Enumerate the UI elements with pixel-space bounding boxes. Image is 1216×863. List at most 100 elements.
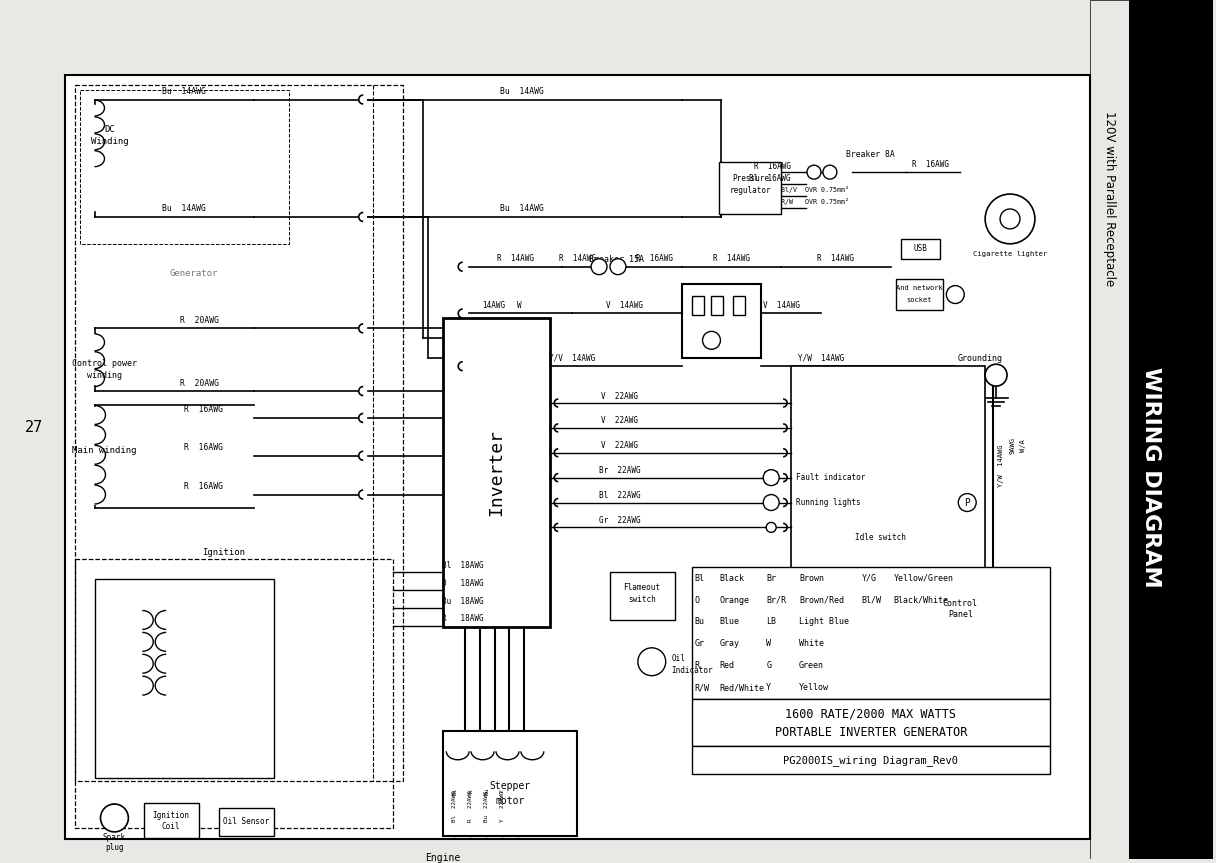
Circle shape [638, 648, 665, 676]
Text: Bu: Bu [484, 787, 489, 795]
Text: Yellow/Green: Yellow/Green [894, 574, 953, 583]
Text: Ignition: Ignition [153, 811, 190, 821]
Text: Indicator: Indicator [671, 666, 714, 675]
Text: R  14AWG: R 14AWG [558, 255, 596, 263]
Bar [74, 559, 393, 828]
Text: Brown: Brown [799, 574, 824, 583]
Text: Control power: Control power [72, 359, 137, 368]
Text: Black: Black [720, 574, 744, 583]
Text: White: White [799, 639, 824, 648]
Text: P: P [964, 498, 970, 507]
Circle shape [764, 469, 779, 486]
Text: Ignition: Ignition [202, 548, 246, 557]
Text: Flameout: Flameout [624, 583, 660, 592]
Circle shape [807, 165, 821, 180]
Circle shape [610, 259, 626, 274]
Text: W: W [518, 301, 522, 310]
Text: R: R [694, 661, 699, 671]
Circle shape [985, 194, 1035, 244]
Text: Bl  22AWG: Bl 22AWG [599, 491, 641, 500]
Text: R  16AWG: R 16AWG [185, 444, 224, 452]
Text: R/W   OVR 0.75mm²: R/W OVR 0.75mm² [781, 198, 849, 205]
Text: Inverter: Inverter [488, 429, 506, 516]
Text: Generator: Generator [170, 269, 218, 278]
Text: winding: winding [88, 370, 122, 380]
Bar [443, 318, 551, 627]
Text: Y: Y [500, 790, 505, 793]
Text: Pressure: Pressure [732, 173, 769, 183]
Text: R  16AWG: R 16AWG [754, 161, 792, 171]
Bar [682, 284, 761, 358]
Circle shape [958, 494, 976, 512]
Text: Bl/V  OVR 0.75mm²: Bl/V OVR 0.75mm² [781, 186, 849, 192]
Text: Y/G: Y/G [862, 574, 877, 583]
Text: Oil: Oil [671, 654, 686, 664]
Text: 120V with Parallel Receptacle: 120V with Parallel Receptacle [1103, 111, 1116, 287]
Text: Panel: Panel [947, 610, 973, 620]
Text: 1600 RATE/2000 MAX WATTS: 1600 RATE/2000 MAX WATTS [786, 708, 956, 721]
Text: Stepper: Stepper [489, 781, 530, 791]
Text: Control: Control [942, 599, 978, 608]
Text: 9AWG: 9AWG [1010, 438, 1017, 454]
Bar [901, 239, 940, 259]
Text: USB: USB [913, 244, 928, 253]
Text: Gr  22AWG: Gr 22AWG [599, 516, 641, 525]
Text: W/A: W/A [1020, 439, 1026, 452]
Text: Gray: Gray [720, 639, 739, 648]
Text: R  16AWG: R 16AWG [636, 255, 674, 263]
Text: Y/W  14AWG: Y/W 14AWG [998, 444, 1004, 487]
Text: Bu  22AWG: Bu 22AWG [484, 791, 489, 822]
Circle shape [766, 522, 776, 532]
Bar [610, 572, 675, 620]
Bar [895, 279, 944, 311]
Text: Idle switch: Idle switch [855, 532, 906, 542]
Bar [692, 567, 1049, 698]
Text: plug: plug [105, 843, 124, 853]
Text: WIRING DIAGRAM: WIRING DIAGRAM [1142, 368, 1161, 588]
Text: R  16AWG: R 16AWG [185, 406, 224, 414]
Text: Y/W  14AWG: Y/W 14AWG [798, 354, 844, 362]
Text: And network: And network [896, 285, 942, 291]
Text: W: W [766, 639, 771, 648]
Text: R  14AWG: R 14AWG [713, 255, 750, 263]
Text: Gr: Gr [694, 639, 704, 648]
Circle shape [823, 165, 837, 180]
Text: R  20AWG: R 20AWG [180, 379, 219, 387]
Text: 27: 27 [24, 420, 43, 436]
Text: Grounding: Grounding [958, 354, 1003, 362]
Text: Bu  14AWG: Bu 14AWG [501, 205, 545, 213]
Text: Bl: Bl [452, 787, 457, 795]
Text: V  22AWG: V 22AWG [602, 417, 638, 425]
Bar [792, 366, 985, 625]
Text: 14AWG: 14AWG [483, 301, 506, 310]
Bar [1130, 0, 1214, 859]
Text: switch: switch [627, 595, 655, 603]
Text: Blue: Blue [720, 617, 739, 627]
Circle shape [591, 259, 607, 274]
Text: Brown/Red: Brown/Red [799, 595, 844, 605]
Text: PG2000IS_wiring Diagram_Rev0: PG2000IS_wiring Diagram_Rev0 [783, 755, 958, 765]
Text: R/W: R/W [694, 683, 710, 692]
Text: Bl  18AWG: Bl 18AWG [441, 561, 484, 570]
Text: Red: Red [720, 661, 734, 671]
Text: Bl  16AWG: Bl 16AWG [749, 173, 792, 183]
Text: Bu  14AWG: Bu 14AWG [501, 87, 545, 96]
Bar [79, 90, 288, 244]
Text: Light Blue: Light Blue [799, 617, 849, 627]
Text: R  20AWG: R 20AWG [180, 316, 219, 325]
Text: PORTABLE INVERTER GENERATOR: PORTABLE INVERTER GENERATOR [775, 726, 967, 739]
Text: V  14AWG: V 14AWG [762, 301, 800, 310]
Bar [1090, 0, 1130, 859]
Text: Breaker 8A: Breaker 8A [846, 150, 895, 159]
Text: O: O [694, 595, 699, 605]
Circle shape [764, 494, 779, 511]
Bar [711, 295, 724, 316]
Text: Fault indicator: Fault indicator [796, 473, 866, 482]
Bar [219, 808, 274, 836]
Text: Y   22AWG: Y 22AWG [500, 791, 505, 822]
Text: Running lights: Running lights [796, 498, 861, 507]
Text: Red/White: Red/White [720, 683, 765, 692]
Bar [692, 698, 1049, 746]
Text: R  16AWG: R 16AWG [185, 482, 224, 491]
Text: Orange: Orange [720, 595, 749, 605]
